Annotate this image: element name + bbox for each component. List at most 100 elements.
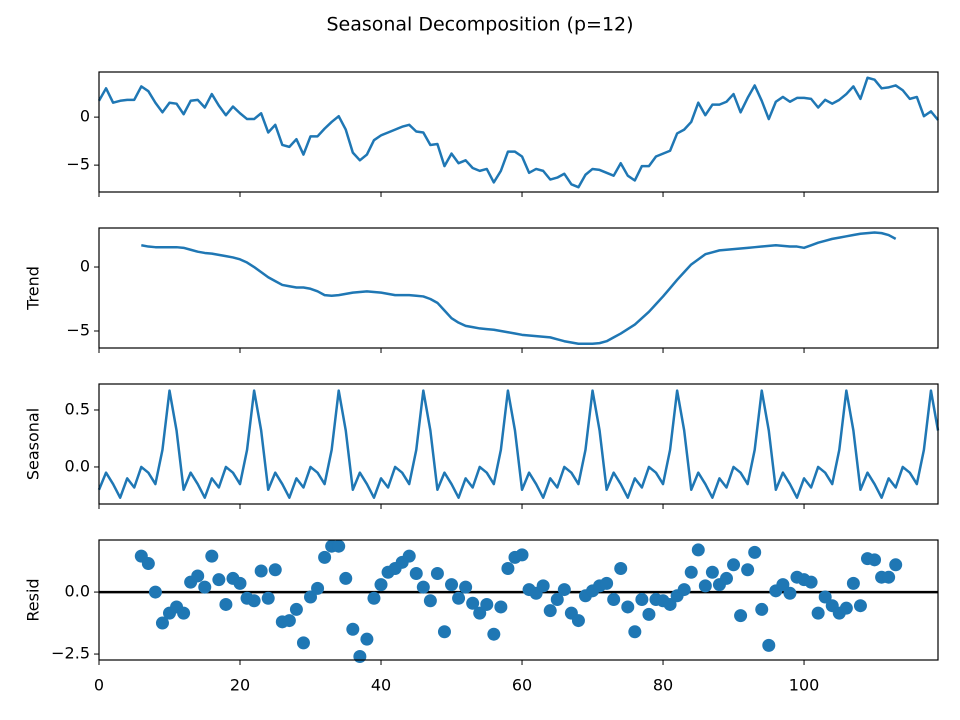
resid-point	[494, 600, 508, 614]
axes-frame	[98, 71, 939, 193]
resid-point	[296, 636, 310, 650]
resid-point	[332, 539, 346, 553]
resid-point	[311, 581, 325, 595]
x-tick-label: 100	[789, 676, 820, 695]
resid-point	[268, 563, 282, 577]
resid-point	[846, 576, 860, 590]
resid-point	[480, 597, 494, 611]
x-tick-label: 80	[653, 676, 673, 695]
resid-point	[607, 593, 621, 607]
y-tick-label: 0.0	[65, 582, 90, 601]
resid-point	[628, 625, 642, 639]
resid-point	[148, 585, 162, 599]
resid-point	[642, 607, 656, 621]
y-tick-label: −2.5	[51, 644, 90, 663]
x-tick-label: 40	[371, 676, 391, 695]
resid-point	[853, 599, 867, 613]
y-tick-label: 0.0	[65, 456, 90, 475]
axes-frame	[98, 383, 939, 505]
resid-point	[600, 576, 614, 590]
resid-point	[501, 562, 515, 576]
resid-point	[212, 573, 226, 587]
resid-point	[452, 591, 466, 605]
resid-point	[346, 622, 360, 636]
resid-point	[233, 576, 247, 590]
resid-point	[282, 614, 296, 628]
y-tick-label: 0	[80, 257, 90, 276]
series-line	[141, 231, 897, 346]
resid-point	[684, 565, 698, 579]
resid-point	[811, 606, 825, 620]
y-tick-label: 0.5	[65, 399, 90, 418]
resid-point	[219, 597, 233, 611]
resid-point	[804, 575, 818, 589]
resid-point	[635, 593, 649, 607]
resid-point	[818, 590, 832, 604]
resid-point	[748, 545, 762, 559]
resid-point	[466, 596, 480, 610]
resid-point	[289, 602, 303, 616]
axes-frame	[98, 227, 939, 349]
resid-point	[304, 590, 318, 604]
resid-point	[734, 609, 748, 623]
resid-point	[698, 579, 712, 593]
resid-point	[543, 604, 557, 618]
resid-point	[445, 578, 459, 592]
x-tick-label: 60	[512, 676, 532, 695]
resid-point	[727, 558, 741, 572]
resid-point	[882, 570, 896, 584]
resid-point	[402, 549, 416, 563]
resid-point	[261, 591, 275, 605]
resid-point	[487, 627, 501, 641]
resid-point	[776, 578, 790, 592]
resid-point	[437, 625, 451, 639]
resid-point	[839, 601, 853, 615]
resid-point	[254, 564, 268, 578]
resid-point	[247, 594, 261, 608]
resid-point	[705, 565, 719, 579]
resid-point	[691, 543, 705, 557]
resid-point	[423, 594, 437, 608]
resid-point	[677, 583, 691, 597]
x-tick-label: 0	[94, 676, 104, 695]
resid-point	[191, 569, 205, 583]
series-line	[97, 76, 939, 189]
resid-point	[141, 557, 155, 571]
resid-point	[783, 586, 797, 600]
resid-point	[663, 597, 677, 611]
resid-point	[741, 563, 755, 577]
resid-point	[621, 600, 635, 614]
resid-point	[409, 566, 423, 580]
resid-point	[571, 614, 585, 628]
resid-point	[755, 602, 769, 616]
x-tick-label: 20	[230, 676, 250, 695]
chart-title: Seasonal Decomposition (p=12)	[326, 14, 633, 36]
resid-point	[205, 549, 219, 563]
resid-point	[339, 571, 353, 585]
resid-point	[557, 583, 571, 597]
axes-frame	[98, 539, 939, 661]
resid-point	[318, 550, 332, 564]
y-tick-label: −5	[66, 320, 90, 339]
y-axis-label: Seasonal	[24, 408, 43, 480]
resid-point	[177, 606, 191, 620]
resid-point	[353, 650, 367, 664]
y-tick-label: 0	[80, 107, 90, 126]
resid-point	[430, 566, 444, 580]
resid-point	[374, 578, 388, 592]
resid-point	[762, 638, 776, 652]
y-tick-label: −5	[66, 155, 90, 174]
resid-point	[155, 616, 169, 630]
resid-point	[367, 591, 381, 605]
y-axis-label: Trend	[24, 266, 43, 311]
resid-point	[473, 606, 487, 620]
resid-point	[416, 580, 430, 594]
resid-point	[868, 553, 882, 567]
resid-point	[719, 571, 733, 585]
resid-point	[550, 593, 564, 607]
series-line	[97, 389, 940, 499]
resid-point	[360, 632, 374, 646]
resid-point	[536, 579, 550, 593]
